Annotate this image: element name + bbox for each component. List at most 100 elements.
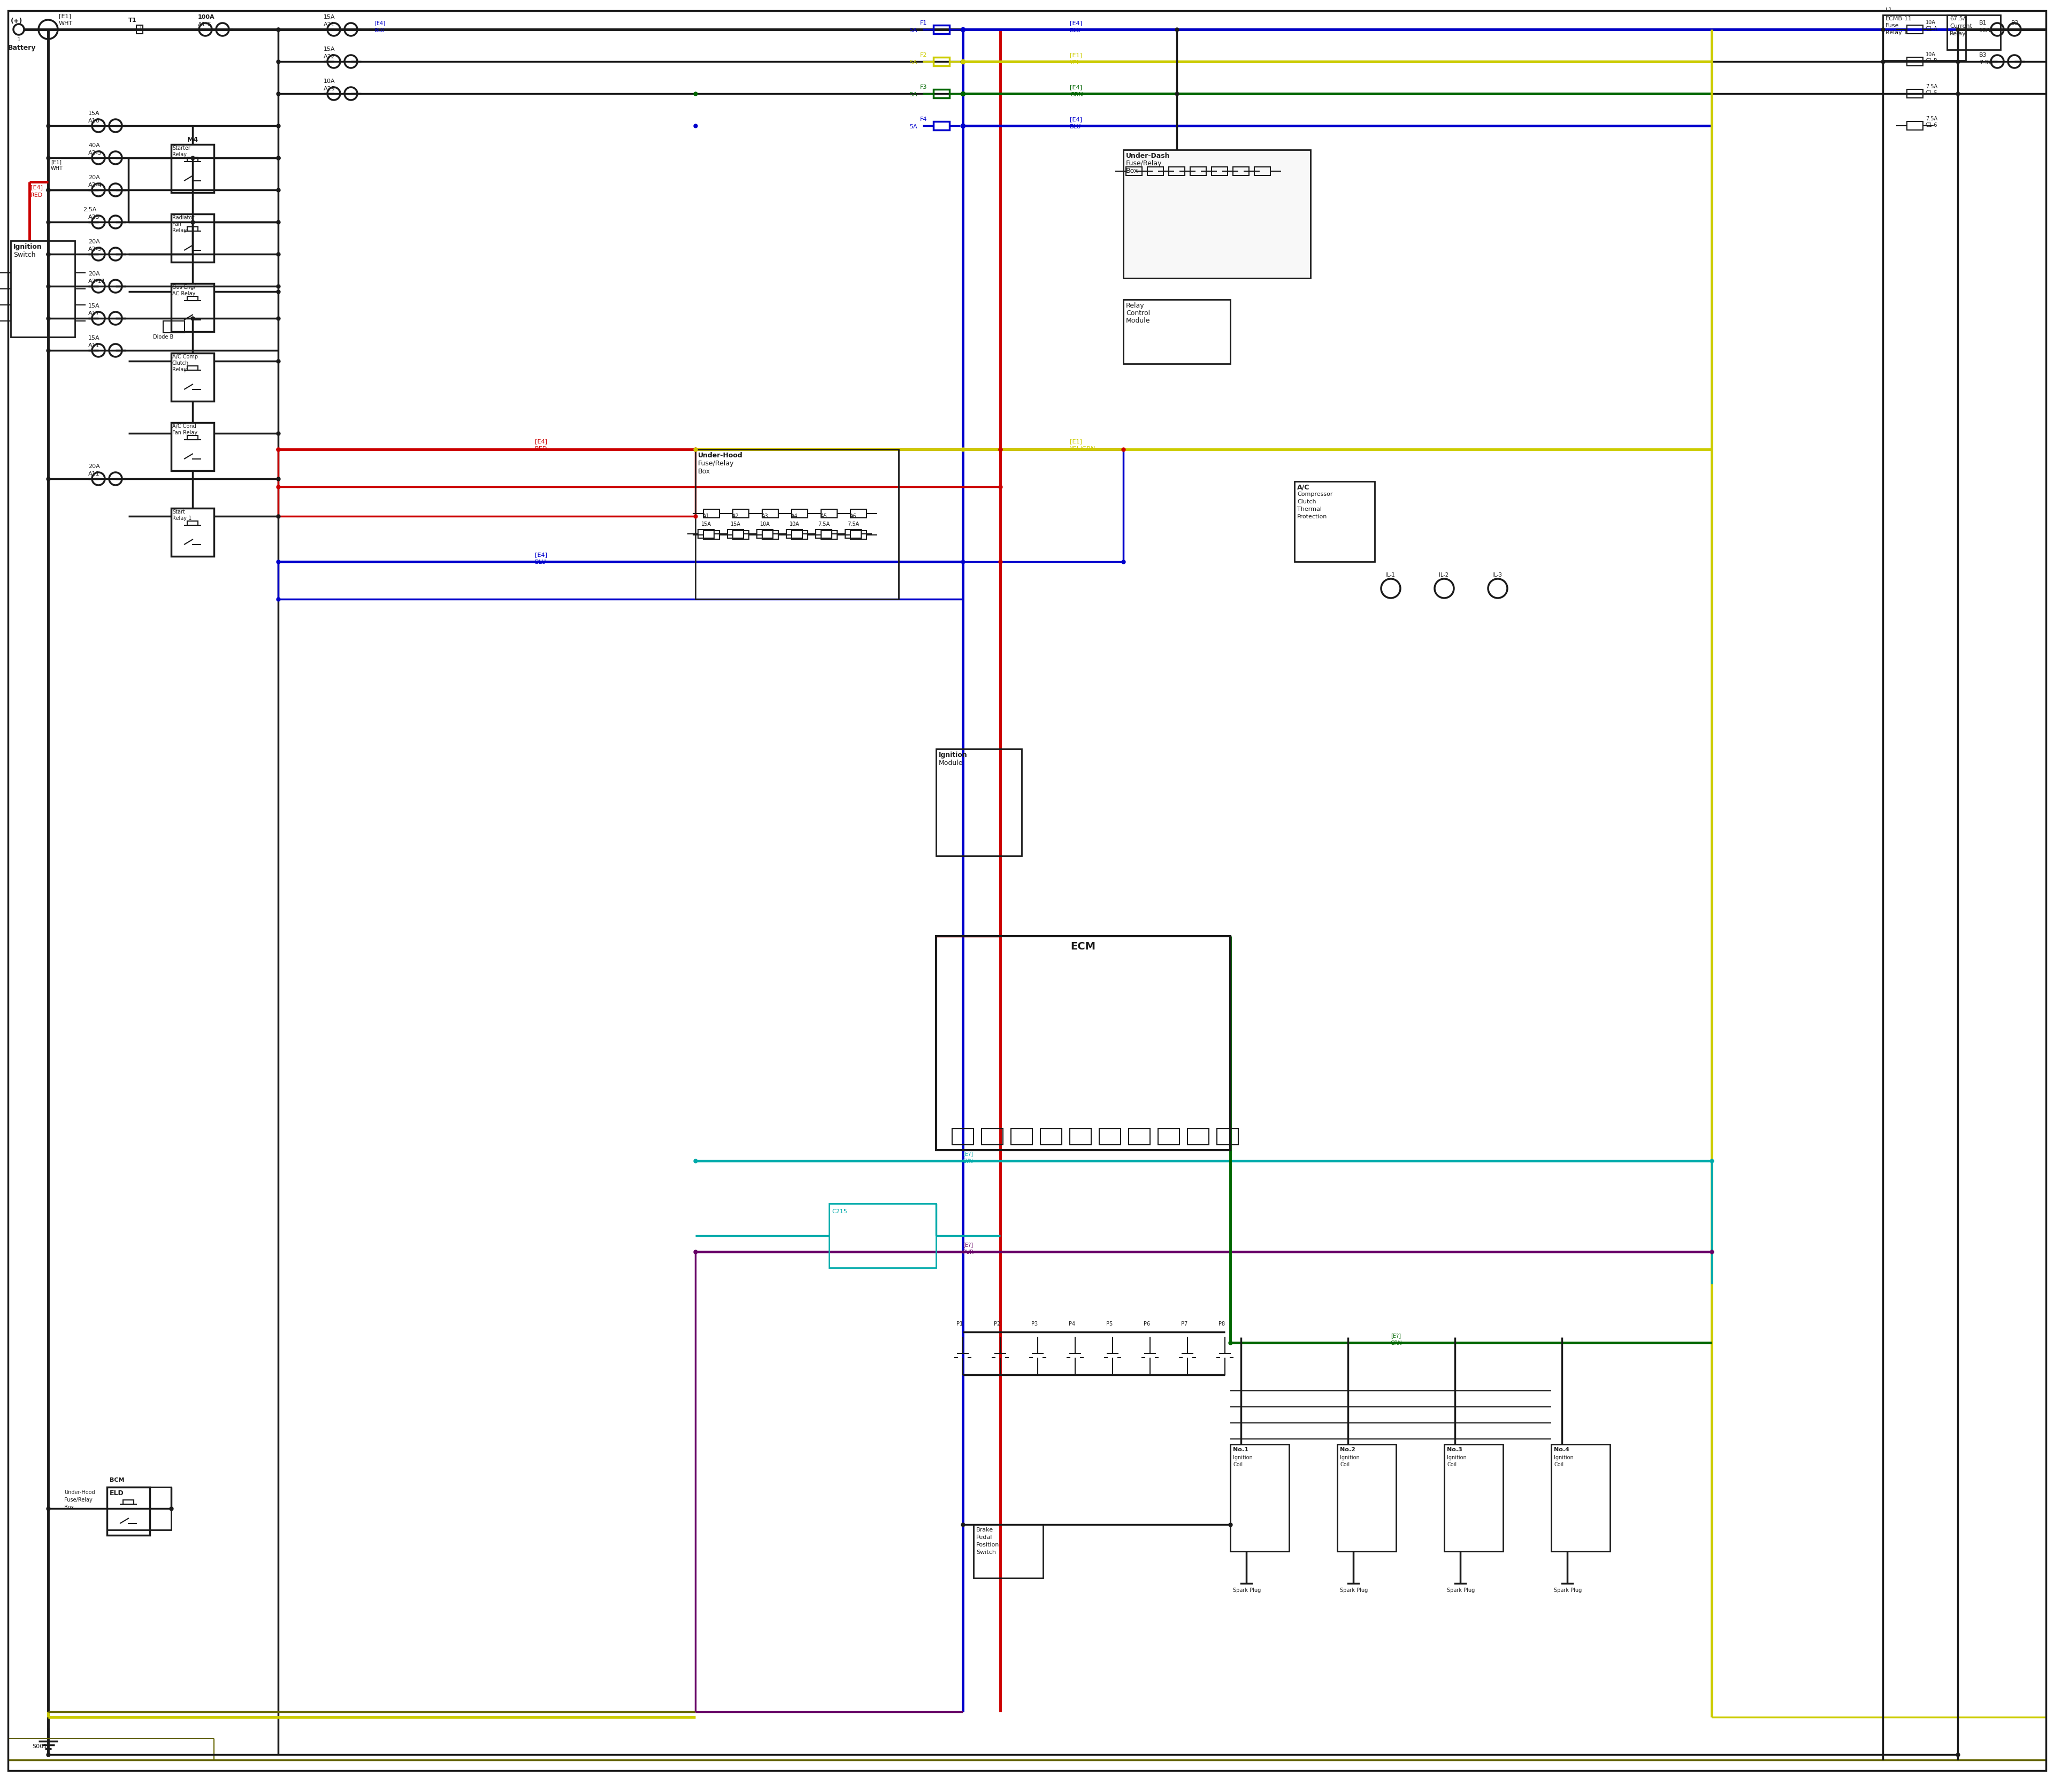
- Text: A2-11: A2-11: [88, 280, 105, 285]
- Text: [E?]: [E?]: [963, 1150, 974, 1156]
- Bar: [698, 530, 715, 538]
- Text: Battery: Battery: [8, 45, 37, 52]
- Text: Control: Control: [1126, 310, 1150, 317]
- Text: Box: Box: [1126, 167, 1138, 174]
- Text: [E4]: [E4]: [1070, 20, 1082, 25]
- Bar: [791, 509, 807, 518]
- Text: 1: 1: [16, 38, 21, 43]
- Text: Thermal: Thermal: [1298, 507, 1321, 513]
- Text: BLU: BLU: [1070, 29, 1080, 34]
- Text: Clutch: Clutch: [1298, 500, 1317, 504]
- Text: 10A: 10A: [1980, 29, 1990, 34]
- Text: C1-B: C1-B: [1927, 59, 1937, 65]
- Text: F2: F2: [920, 52, 926, 57]
- Text: A11: A11: [88, 471, 101, 477]
- Text: P7: P7: [1181, 1321, 1187, 1326]
- Text: 67.5A: 67.5A: [1949, 16, 1968, 22]
- Text: No.1: No.1: [1232, 1446, 1249, 1452]
- Text: ELD: ELD: [109, 1489, 123, 1496]
- Text: C215: C215: [832, 1210, 846, 1215]
- Bar: [933, 122, 949, 131]
- Text: A29: A29: [325, 86, 335, 91]
- Bar: [974, 1525, 1043, 1579]
- Bar: [1124, 299, 1230, 364]
- Bar: [187, 226, 197, 231]
- Bar: [136, 25, 144, 34]
- Text: GRN: GRN: [1070, 91, 1082, 97]
- Text: 40A: 40A: [88, 143, 101, 149]
- Bar: [1011, 1129, 1033, 1145]
- Text: [E1]: [E1]: [1070, 439, 1082, 444]
- Bar: [10, 240, 74, 337]
- Text: [E4]: [E4]: [1070, 116, 1082, 122]
- Text: F3: F3: [920, 84, 926, 90]
- Bar: [756, 530, 772, 538]
- Text: Relay 1: Relay 1: [1886, 30, 1908, 36]
- Bar: [733, 509, 750, 518]
- Bar: [696, 450, 900, 599]
- Text: Compressor: Compressor: [1298, 491, 1333, 496]
- Text: Coil: Coil: [1339, 1462, 1349, 1468]
- Bar: [1216, 1129, 1239, 1145]
- Text: Ignition: Ignition: [1232, 1455, 1253, 1460]
- Text: BLU: BLU: [1070, 124, 1080, 129]
- Bar: [1294, 482, 1374, 561]
- Bar: [1124, 151, 1310, 278]
- Text: RED: RED: [534, 446, 546, 452]
- Text: Fuse: Fuse: [1886, 23, 1900, 29]
- Text: YEL/GRN: YEL/GRN: [1070, 446, 1095, 452]
- Bar: [1128, 1129, 1150, 1145]
- Bar: [791, 530, 807, 539]
- Bar: [822, 530, 838, 539]
- Text: Ignition: Ignition: [1446, 1455, 1467, 1460]
- Bar: [170, 353, 214, 401]
- Text: B2: B2: [2011, 20, 2019, 25]
- Text: A2-3: A2-3: [88, 151, 103, 156]
- Text: Diode B: Diode B: [152, 335, 173, 340]
- Bar: [162, 321, 185, 333]
- Text: Position: Position: [976, 1543, 1000, 1548]
- Text: A1: A1: [702, 514, 709, 520]
- Bar: [170, 213, 214, 262]
- Text: A2: A2: [731, 514, 739, 520]
- Text: Box: Box: [64, 1505, 74, 1511]
- Text: RED: RED: [31, 192, 43, 197]
- Text: 10A: 10A: [760, 521, 770, 527]
- Text: [E4]: [E4]: [534, 439, 546, 444]
- Text: 5A: 5A: [910, 29, 918, 34]
- Bar: [187, 521, 197, 525]
- Text: Ignition: Ignition: [1555, 1455, 1573, 1460]
- Bar: [170, 283, 214, 332]
- Text: [E4]: [E4]: [534, 552, 546, 557]
- Bar: [933, 90, 949, 99]
- Text: A1-6: A1-6: [197, 22, 212, 27]
- Text: Clutch: Clutch: [173, 360, 189, 366]
- Text: Relay: Relay: [1126, 303, 1144, 310]
- Text: A22: A22: [325, 54, 335, 59]
- Bar: [1232, 167, 1249, 176]
- Bar: [1906, 57, 1923, 66]
- Text: A17: A17: [88, 310, 101, 315]
- Text: Radiator: Radiator: [173, 215, 195, 220]
- Text: A/C Cond: A/C Cond: [173, 423, 197, 428]
- Text: A/C Comp: A/C Comp: [173, 355, 197, 360]
- Bar: [933, 57, 949, 66]
- Text: 20A: 20A: [88, 271, 101, 276]
- Text: Coil: Coil: [1232, 1462, 1243, 1468]
- Bar: [1041, 1129, 1062, 1145]
- Text: No.3: No.3: [1446, 1446, 1462, 1452]
- Text: WHT: WHT: [51, 167, 64, 172]
- Bar: [107, 1487, 170, 1530]
- Text: 20A: 20A: [88, 238, 101, 244]
- Text: P4: P4: [1068, 1321, 1074, 1326]
- Text: Gas Eng/: Gas Eng/: [173, 285, 195, 290]
- Text: 7.5A: 7.5A: [817, 521, 830, 527]
- Text: 10A: 10A: [325, 79, 335, 84]
- Text: Brake: Brake: [976, 1527, 994, 1532]
- Text: [E1]: [E1]: [60, 13, 72, 18]
- Text: F1: F1: [920, 20, 926, 25]
- Text: L1: L1: [1886, 7, 1892, 13]
- Text: 7.5A: 7.5A: [1927, 84, 1937, 90]
- Text: Spark Plug: Spark Plug: [1339, 1588, 1368, 1593]
- Text: Switch: Switch: [14, 251, 35, 258]
